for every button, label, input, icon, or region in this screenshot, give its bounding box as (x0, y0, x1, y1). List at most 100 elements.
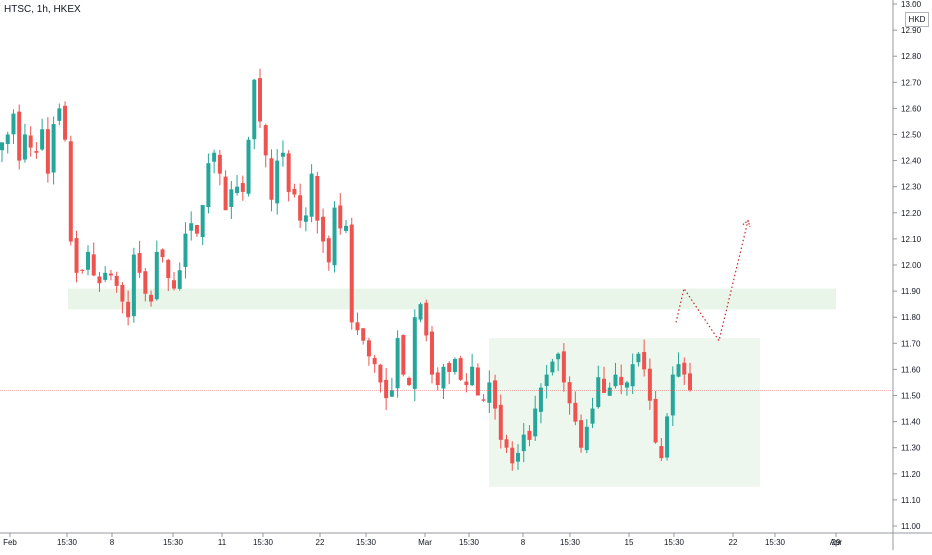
candle-body (516, 452, 520, 462)
zones (68, 288, 836, 487)
candle-body (97, 276, 102, 284)
candle (344, 220, 348, 234)
candle (493, 374, 498, 420)
candle-body (74, 238, 79, 273)
candle (149, 290, 154, 307)
candle-body (286, 153, 291, 192)
candle (430, 326, 434, 384)
candle (17, 104, 22, 170)
candle (487, 370, 492, 413)
candle (498, 394, 503, 449)
candle-body (5, 134, 10, 144)
candle-body (452, 358, 457, 372)
candle-body (332, 207, 337, 266)
candle (183, 222, 188, 279)
candle-body (504, 439, 509, 448)
candle-body (200, 204, 205, 237)
candle-body (17, 111, 22, 161)
candle (11, 109, 16, 145)
candle (464, 373, 469, 393)
candle (602, 366, 606, 393)
chevron-up-icon[interactable]: ⌃ (911, 0, 919, 9)
candle-body (0, 142, 4, 151)
candle (366, 337, 371, 366)
time-axis[interactable]: Feb 15:30 8 15:30 11 15:30 22 15:30 Mar 15:30 8 15:… (0, 532, 932, 547)
candle-body (22, 134, 27, 160)
candle-body (326, 238, 331, 263)
candle-body (280, 152, 285, 157)
candle (665, 413, 670, 461)
candle-body (647, 368, 652, 401)
candle (45, 117, 50, 183)
candle-body (189, 223, 194, 231)
candle (292, 183, 297, 198)
candle-body (143, 271, 148, 294)
candle (97, 272, 102, 292)
candle (407, 376, 412, 387)
candle (68, 135, 73, 246)
candle (372, 354, 377, 373)
price-tick-label: 11.20 (901, 470, 921, 479)
candle (131, 247, 136, 323)
candle-body (160, 249, 165, 258)
candle (647, 358, 652, 410)
candle-body (137, 253, 142, 273)
candle-body (366, 340, 371, 357)
candle-body (338, 205, 343, 229)
range-box (489, 338, 760, 487)
candle-body (223, 176, 228, 211)
candle (303, 207, 308, 232)
candle-body (258, 78, 262, 122)
candle-body (298, 195, 303, 221)
candle (338, 193, 343, 235)
candle (34, 142, 39, 159)
candle (206, 153, 211, 214)
price-tick-label: 13.00 (901, 0, 922, 9)
currency-badge[interactable]: HKD (905, 12, 929, 27)
candle-body (607, 387, 612, 396)
time-tick-label: Feb (3, 538, 17, 547)
candle-body (447, 363, 452, 373)
time-tick-label: 15:30 (765, 538, 786, 547)
time-tick-label: 22 (316, 538, 325, 547)
time-tick-label: 15:30 (459, 538, 480, 547)
time-tick-label: 15:30 (253, 538, 274, 547)
candle-body (80, 269, 85, 271)
candle (607, 382, 612, 397)
candle-body (596, 377, 601, 408)
price-axis[interactable]: 11.00 11.10 11.20 11.30 11.40 11.50 11.60 11.70… (892, 0, 922, 550)
candle-body (45, 129, 50, 174)
candle (114, 271, 119, 293)
candle-body (533, 408, 538, 437)
candle (5, 131, 10, 154)
price-tick-label: 11.70 (901, 339, 921, 348)
candle (86, 245, 90, 276)
candle-body (172, 280, 176, 289)
candle (326, 235, 331, 271)
candle-body (246, 139, 251, 194)
candle-body (401, 334, 406, 375)
candle (424, 299, 429, 342)
candle (0, 142, 4, 163)
price-tick-label: 12.40 (901, 157, 922, 166)
candle (103, 266, 108, 283)
time-tick-label: 8 (521, 538, 526, 547)
price-tick-label: 11.60 (901, 365, 921, 374)
candle (355, 312, 360, 335)
candle-body (166, 259, 171, 279)
candle (166, 258, 171, 292)
candle (636, 352, 641, 367)
candle (63, 101, 68, 142)
candle (556, 352, 561, 372)
candle (361, 327, 366, 345)
candle (22, 123, 27, 163)
candle (229, 180, 234, 219)
candle-body (510, 447, 515, 464)
candle (659, 438, 664, 462)
candle (676, 352, 681, 378)
candle-body (303, 215, 308, 222)
candle-body (86, 251, 90, 270)
candle (401, 334, 406, 377)
